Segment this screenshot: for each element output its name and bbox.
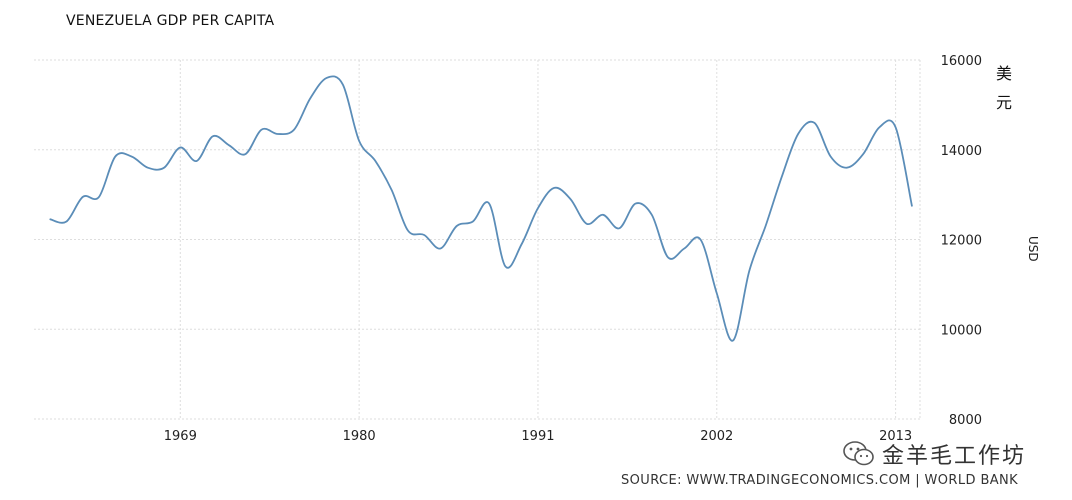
y-tick-label: 14000	[941, 144, 982, 159]
y-axis-label: USD	[1026, 236, 1040, 262]
y-axis-ticks: 8000 10000 12000 14000 16000	[941, 54, 982, 428]
source-note: SOURCE: WWW.TRADINGECONOMICS.COM | WORLD…	[621, 473, 1019, 488]
x-axis-ticks: 1969 1980 1991 2002 2013	[164, 429, 912, 444]
series-line	[49, 75, 913, 342]
y-tick-label: 16000	[941, 54, 982, 69]
unit-cn-char-1: 美	[996, 64, 1013, 83]
y-tick-label: 8000	[949, 413, 982, 428]
x-tick-label: 1969	[164, 429, 197, 444]
grid	[34, 59, 921, 420]
unit-cn-char-2: 元	[996, 93, 1013, 112]
wechat-icon	[842, 439, 876, 469]
watermark-text: 金羊毛工作坊	[882, 444, 1027, 469]
x-tick-label: 2013	[879, 429, 912, 444]
series	[49, 75, 913, 342]
watermark: 金羊毛工作坊	[842, 438, 1026, 470]
x-tick-label: 1991	[521, 429, 554, 444]
chart-title: VENEZUELA GDP PER CAPITA	[66, 13, 275, 29]
y-tick-label: 12000	[941, 234, 982, 249]
x-tick-label: 1980	[343, 429, 376, 444]
x-tick-label: 2002	[700, 429, 733, 444]
y-tick-label: 10000	[941, 323, 982, 338]
